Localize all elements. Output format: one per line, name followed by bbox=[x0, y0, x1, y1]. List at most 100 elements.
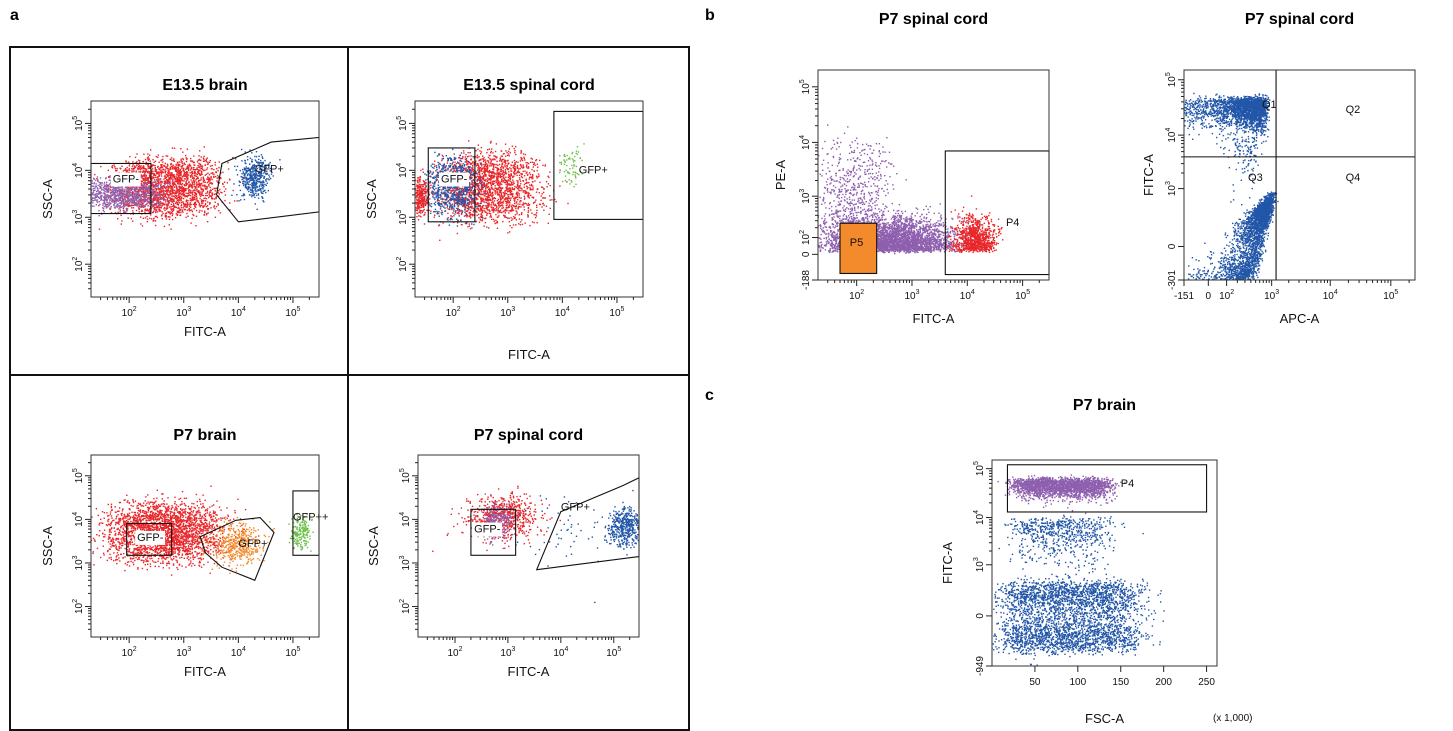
point bbox=[91, 193, 93, 196]
point bbox=[144, 158, 147, 161]
point bbox=[122, 204, 125, 207]
point bbox=[151, 200, 154, 202]
point bbox=[495, 157, 498, 159]
point bbox=[158, 205, 160, 207]
point bbox=[100, 213, 103, 215]
point bbox=[98, 193, 101, 195]
point bbox=[207, 212, 209, 214]
point bbox=[177, 181, 179, 184]
point bbox=[117, 204, 119, 206]
point bbox=[182, 174, 185, 176]
point bbox=[527, 202, 530, 205]
point bbox=[500, 204, 502, 207]
point bbox=[158, 180, 160, 182]
point bbox=[447, 208, 450, 210]
point bbox=[132, 164, 134, 166]
point bbox=[243, 194, 246, 196]
point bbox=[123, 193, 125, 195]
point bbox=[119, 186, 121, 189]
point bbox=[463, 206, 465, 208]
point bbox=[223, 181, 226, 183]
point bbox=[521, 219, 523, 221]
point bbox=[162, 212, 164, 215]
point bbox=[161, 166, 164, 169]
point bbox=[142, 160, 144, 163]
point bbox=[483, 184, 485, 186]
point bbox=[98, 204, 100, 207]
point bbox=[85, 185, 86, 186]
point bbox=[508, 187, 510, 189]
point bbox=[497, 167, 500, 170]
point bbox=[492, 165, 495, 167]
point bbox=[103, 193, 105, 195]
point bbox=[248, 187, 250, 189]
point bbox=[482, 199, 484, 202]
point bbox=[513, 165, 515, 168]
point bbox=[182, 194, 185, 197]
point bbox=[175, 195, 177, 198]
point bbox=[200, 183, 202, 185]
point bbox=[532, 189, 534, 191]
point bbox=[154, 197, 156, 199]
point bbox=[122, 192, 124, 194]
point bbox=[204, 202, 207, 205]
point bbox=[200, 189, 202, 191]
point bbox=[260, 159, 262, 162]
point bbox=[476, 203, 478, 205]
point bbox=[513, 188, 516, 190]
point bbox=[250, 179, 253, 181]
point bbox=[189, 183, 191, 185]
point bbox=[259, 180, 261, 182]
point bbox=[200, 191, 202, 193]
point bbox=[509, 151, 511, 154]
point bbox=[146, 203, 148, 205]
point bbox=[462, 204, 465, 206]
point bbox=[466, 214, 469, 217]
point bbox=[496, 175, 498, 177]
point bbox=[84, 207, 85, 208]
point bbox=[193, 161, 195, 164]
point bbox=[99, 183, 101, 186]
panel-a-cell-4 bbox=[347, 374, 690, 731]
point bbox=[195, 209, 198, 212]
point bbox=[196, 182, 198, 184]
point bbox=[170, 200, 172, 202]
point bbox=[167, 172, 169, 174]
point bbox=[491, 163, 494, 165]
point bbox=[520, 173, 522, 175]
point bbox=[133, 186, 135, 189]
point bbox=[140, 201, 142, 204]
point bbox=[168, 186, 170, 188]
point bbox=[253, 192, 255, 195]
point bbox=[516, 180, 518, 182]
point bbox=[102, 204, 104, 206]
point bbox=[160, 189, 162, 191]
point bbox=[116, 206, 118, 208]
point bbox=[513, 172, 515, 174]
point bbox=[124, 195, 126, 197]
point bbox=[502, 172, 504, 174]
point bbox=[254, 183, 256, 185]
point bbox=[521, 157, 523, 160]
point bbox=[82, 197, 83, 198]
tick-label: 102 bbox=[72, 257, 85, 272]
point bbox=[442, 198, 445, 200]
point bbox=[223, 186, 225, 188]
point bbox=[246, 170, 249, 173]
point bbox=[170, 175, 172, 177]
point bbox=[207, 208, 209, 210]
point bbox=[494, 191, 497, 193]
point bbox=[247, 178, 249, 181]
point bbox=[178, 163, 180, 166]
point bbox=[174, 165, 176, 168]
point bbox=[110, 189, 112, 192]
point bbox=[161, 190, 163, 192]
point bbox=[477, 171, 480, 174]
point bbox=[265, 172, 267, 174]
point bbox=[520, 151, 523, 153]
point bbox=[154, 203, 157, 205]
point bbox=[98, 191, 100, 193]
point bbox=[503, 179, 505, 182]
point bbox=[151, 201, 153, 203]
point bbox=[189, 192, 191, 194]
